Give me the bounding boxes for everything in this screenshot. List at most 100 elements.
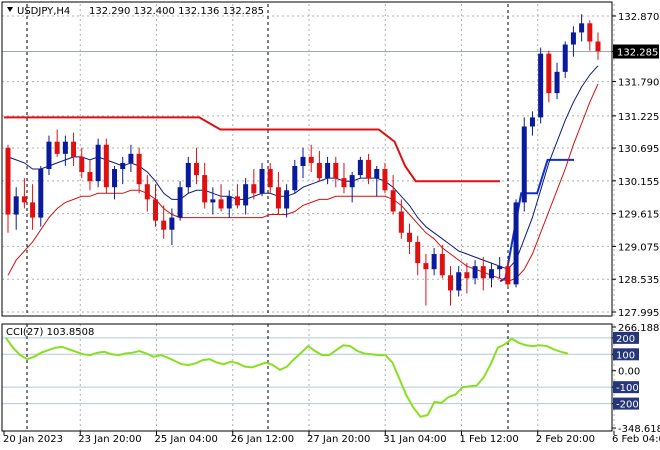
cci-level-tag: -200 bbox=[616, 400, 639, 411]
candle-body bbox=[5, 147, 11, 215]
candle-body bbox=[546, 53, 552, 94]
candle-body bbox=[366, 159, 372, 179]
candle-body bbox=[267, 169, 273, 188]
trailing-stop-lines bbox=[4, 116, 574, 283]
cci-tick-label: 266.1889 bbox=[618, 323, 660, 334]
candle-body bbox=[87, 172, 93, 182]
y-tick-label: 129.075 bbox=[618, 242, 659, 253]
x-tick-label: 20 Jan 2023 bbox=[3, 434, 63, 445]
candle-body bbox=[38, 169, 44, 218]
candle-body bbox=[325, 162, 331, 179]
x-tick-label: 1 Feb 12:00 bbox=[460, 434, 519, 445]
candle-body bbox=[30, 202, 36, 218]
trailing-stop-blue bbox=[499, 158, 574, 283]
cci-level-tag-box bbox=[613, 381, 639, 394]
cci-axis-ticks: 266.1889200 100 0.00 -100 -200 -348.618 bbox=[612, 323, 660, 435]
candle-body bbox=[570, 32, 576, 45]
collapse-triangle-icon[interactable] bbox=[7, 7, 13, 12]
candle-body bbox=[243, 184, 249, 206]
candle-body bbox=[210, 199, 216, 203]
y-tick-label: 131.790 bbox=[618, 78, 659, 89]
candle-body bbox=[439, 254, 445, 276]
y-tick-label: 128.535 bbox=[618, 275, 659, 286]
candle-body bbox=[538, 53, 544, 118]
candle-body bbox=[513, 202, 519, 285]
candle-body bbox=[161, 220, 167, 230]
y-axis-ticks: 132.870 132.285 131.790 131.225 130.695 130.1… bbox=[612, 12, 659, 319]
candle-body bbox=[103, 144, 109, 188]
y-tick-label: 130.155 bbox=[618, 177, 659, 188]
candle-body bbox=[128, 153, 134, 163]
candle-body bbox=[144, 184, 150, 200]
x-tick-label: 31 Jan 04:00 bbox=[383, 434, 446, 445]
candle-body bbox=[300, 156, 306, 166]
candle-body bbox=[120, 162, 126, 170]
cci-level-tag: 100 bbox=[616, 350, 635, 361]
cci-level-lines bbox=[2, 337, 612, 405]
price-tag-box bbox=[613, 44, 659, 59]
candle-body bbox=[472, 266, 478, 279]
candle-body bbox=[54, 141, 60, 154]
x-tick-label: 25 Jan 04:00 bbox=[155, 434, 218, 445]
candle-body bbox=[407, 232, 413, 242]
trailing-stop-red bbox=[4, 116, 501, 183]
cci-line bbox=[5, 337, 569, 418]
candle-body bbox=[521, 126, 527, 203]
candle-body bbox=[275, 187, 281, 209]
cci-tick-label: -348.618 bbox=[618, 424, 660, 435]
candle-body bbox=[505, 266, 511, 285]
candle-body bbox=[431, 254, 437, 270]
candle-body bbox=[423, 263, 429, 270]
y-tick-label: 129.615 bbox=[618, 210, 659, 221]
candle-body bbox=[464, 272, 470, 279]
x-tick-label: 27 Jan 20:00 bbox=[307, 434, 370, 445]
cci-level-tag-box bbox=[613, 397, 639, 410]
cci-level-tag: -100 bbox=[616, 383, 639, 394]
candle-body bbox=[112, 169, 118, 188]
candle-body bbox=[554, 71, 560, 94]
candle-body bbox=[13, 196, 19, 215]
candle-body bbox=[202, 175, 208, 203]
candle-body bbox=[398, 211, 404, 233]
grid-lines bbox=[2, 4, 615, 431]
candle-body bbox=[456, 272, 462, 291]
candle-body bbox=[185, 162, 191, 188]
candle-body bbox=[169, 217, 175, 230]
candlesticks bbox=[5, 14, 601, 306]
ohlc-label: 132.290 132.400 132.136 132.285 bbox=[89, 6, 264, 17]
y-tick-label: 127.995 bbox=[618, 308, 659, 319]
cci-tick-label: 0.00 bbox=[618, 367, 640, 378]
candle-body bbox=[226, 196, 232, 209]
x-tick-label: 23 Jan 20:00 bbox=[78, 434, 141, 445]
candle-body bbox=[448, 275, 453, 291]
candle-body bbox=[193, 162, 199, 176]
candle-body bbox=[333, 162, 339, 179]
candle-body bbox=[234, 196, 240, 206]
symbol-label: USDJPY,H4 bbox=[17, 6, 70, 17]
candle-body bbox=[415, 241, 421, 264]
cci-label: CCI(27) 103.8508 bbox=[6, 327, 94, 338]
candle-body bbox=[579, 23, 585, 33]
candle-body bbox=[488, 269, 494, 279]
candle-body bbox=[587, 23, 593, 42]
candle-body bbox=[341, 178, 347, 188]
cci-series bbox=[5, 337, 569, 418]
x-tick-label: 26 Jan 12:00 bbox=[231, 434, 294, 445]
candle-body bbox=[71, 141, 77, 157]
candle-body bbox=[382, 169, 388, 191]
candle-body bbox=[374, 169, 380, 179]
candle-body bbox=[95, 144, 101, 182]
candle-body bbox=[390, 190, 396, 212]
candle-body bbox=[46, 141, 52, 170]
x-axis-ticks: 20 Jan 2023 23 Jan 20:00 25 Jan 04:00 26 Ja… bbox=[3, 431, 660, 445]
y-tick-label: 130.695 bbox=[618, 144, 659, 155]
cci-panel-frame bbox=[1, 323, 613, 432]
candle-body bbox=[316, 162, 322, 179]
candle-body bbox=[480, 266, 486, 279]
candle-body bbox=[259, 169, 265, 194]
panel-frames bbox=[1, 1, 613, 432]
candle-body bbox=[79, 156, 85, 173]
candle-body bbox=[562, 44, 568, 72]
candle-body bbox=[357, 159, 363, 176]
cci-level-tag-box bbox=[613, 331, 639, 344]
